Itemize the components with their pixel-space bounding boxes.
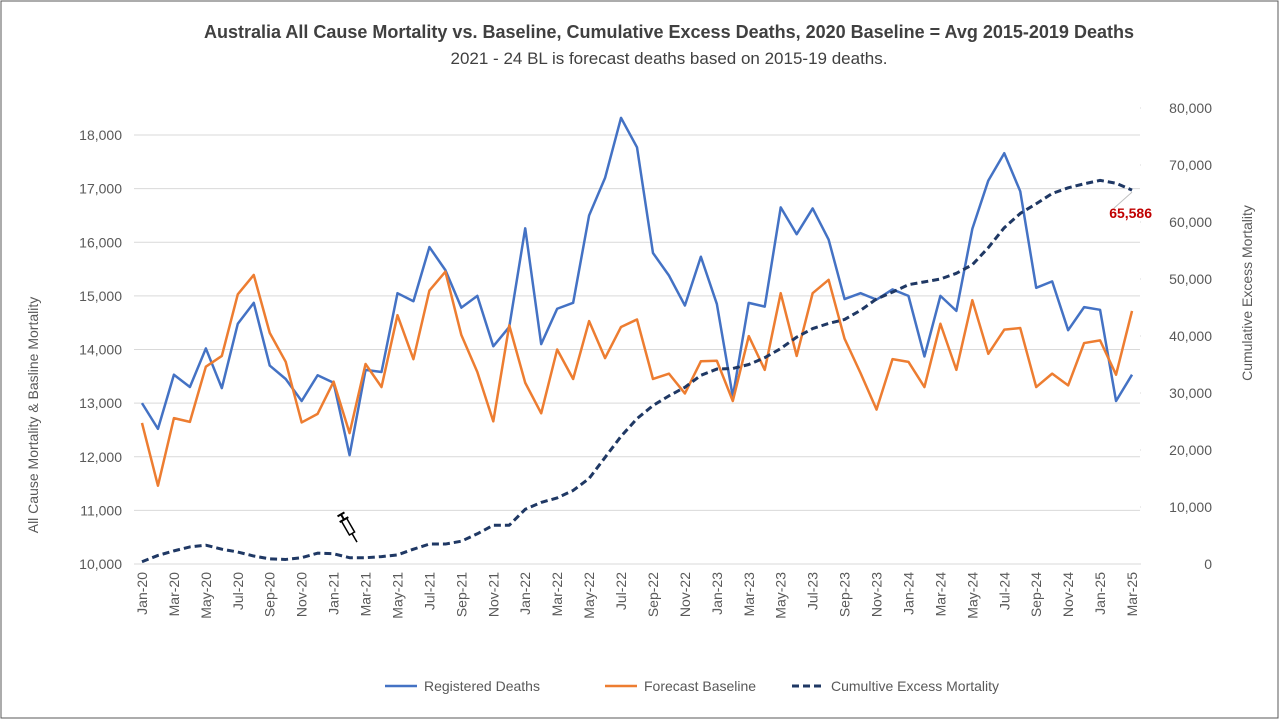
y2-tick-label: 20,000: [1169, 442, 1212, 458]
x-tick-label: Nov-22: [677, 572, 693, 617]
y2-axis-label: Cumulative Excess Mortality: [1239, 205, 1255, 381]
syringe-icon: [337, 511, 358, 543]
y2-tick-label: 50,000: [1169, 271, 1212, 287]
x-tick-label: Sep-21: [453, 572, 469, 617]
legend-label: Forecast Baseline: [644, 678, 756, 694]
y-tick-label: 14,000: [79, 342, 122, 358]
x-tick-label: Jul-23: [805, 572, 821, 610]
y-tick-label: 18,000: [79, 127, 122, 143]
y2-tick-label: 60,000: [1169, 214, 1212, 230]
x-tick-label: Jan-21: [326, 572, 342, 615]
series-line: [141, 178, 1133, 564]
x-tick-label: Jan-23: [709, 572, 725, 615]
x-tick-label: Jan-24: [900, 572, 916, 615]
data-label: 65,586: [1109, 205, 1152, 221]
x-tick-label: Mar-20: [166, 572, 182, 617]
y-tick-label: 16,000: [79, 234, 122, 250]
x-tick-label: Jan-22: [517, 572, 533, 615]
x-tick-label: Sep-20: [262, 572, 278, 617]
x-tick-label: Mar-21: [358, 572, 374, 617]
x-tick-label: Jul-20: [230, 572, 246, 610]
y2-tick-label: 40,000: [1169, 328, 1212, 344]
y2-tick-label: 70,000: [1169, 157, 1212, 173]
x-tick-label: Sep-24: [1028, 572, 1044, 617]
x-tick-label: Nov-20: [294, 572, 310, 617]
x-tick-label: Mar-23: [741, 572, 757, 617]
x-tick-label: May-24: [964, 572, 980, 619]
y2-tick-label: 80,000: [1169, 100, 1212, 116]
x-tick-label: Mar-25: [1124, 572, 1140, 617]
x-tick-label: May-23: [773, 572, 789, 619]
x-tick-label: Mar-22: [549, 572, 565, 617]
x-tick-label: Sep-22: [645, 572, 661, 617]
y-tick-label: 17,000: [79, 181, 122, 197]
x-tick-label: Jan-25: [1092, 572, 1108, 615]
series-line: [140, 116, 1134, 457]
x-tick-label: Jul-24: [996, 572, 1012, 610]
y2-tick-label: 10,000: [1169, 499, 1212, 515]
x-tick-label: May-22: [581, 572, 597, 619]
legend-label: Cumultive Excess Mortality: [831, 678, 999, 694]
series-line: [140, 270, 1134, 487]
x-tick-label: Mar-24: [932, 572, 948, 617]
x-tick-label: Jul-21: [421, 572, 437, 610]
x-tick-label: Nov-21: [485, 572, 501, 617]
chart-subtitle: 2021 - 24 BL is forecast deaths based on…: [451, 49, 888, 68]
y-tick-label: 12,000: [79, 449, 122, 465]
legend-label: Registered Deaths: [424, 678, 540, 694]
y-tick-label: 15,000: [79, 288, 122, 304]
x-tick-label: May-20: [198, 572, 214, 619]
x-tick-label: Jul-22: [613, 572, 629, 610]
x-tick-label: May-21: [389, 572, 405, 619]
x-tick-label: Sep-23: [837, 572, 853, 617]
x-tick-label: Jan-20: [134, 572, 150, 615]
chart-title: Australia All Cause Mortality vs. Baseli…: [204, 22, 1134, 42]
y2-tick-label: 30,000: [1169, 385, 1212, 401]
y-axis-label: All Cause Mortality & Basline Mortality: [25, 297, 41, 534]
leader-line: [1113, 191, 1133, 209]
x-tick-label: Nov-24: [1060, 572, 1076, 617]
y-tick-label: 11,000: [80, 502, 122, 518]
y2-tick-label: 0: [1204, 556, 1212, 572]
y-tick-label: 13,000: [79, 395, 122, 411]
x-tick-label: Nov-23: [869, 572, 885, 617]
y-tick-label: 10,000: [79, 556, 122, 572]
